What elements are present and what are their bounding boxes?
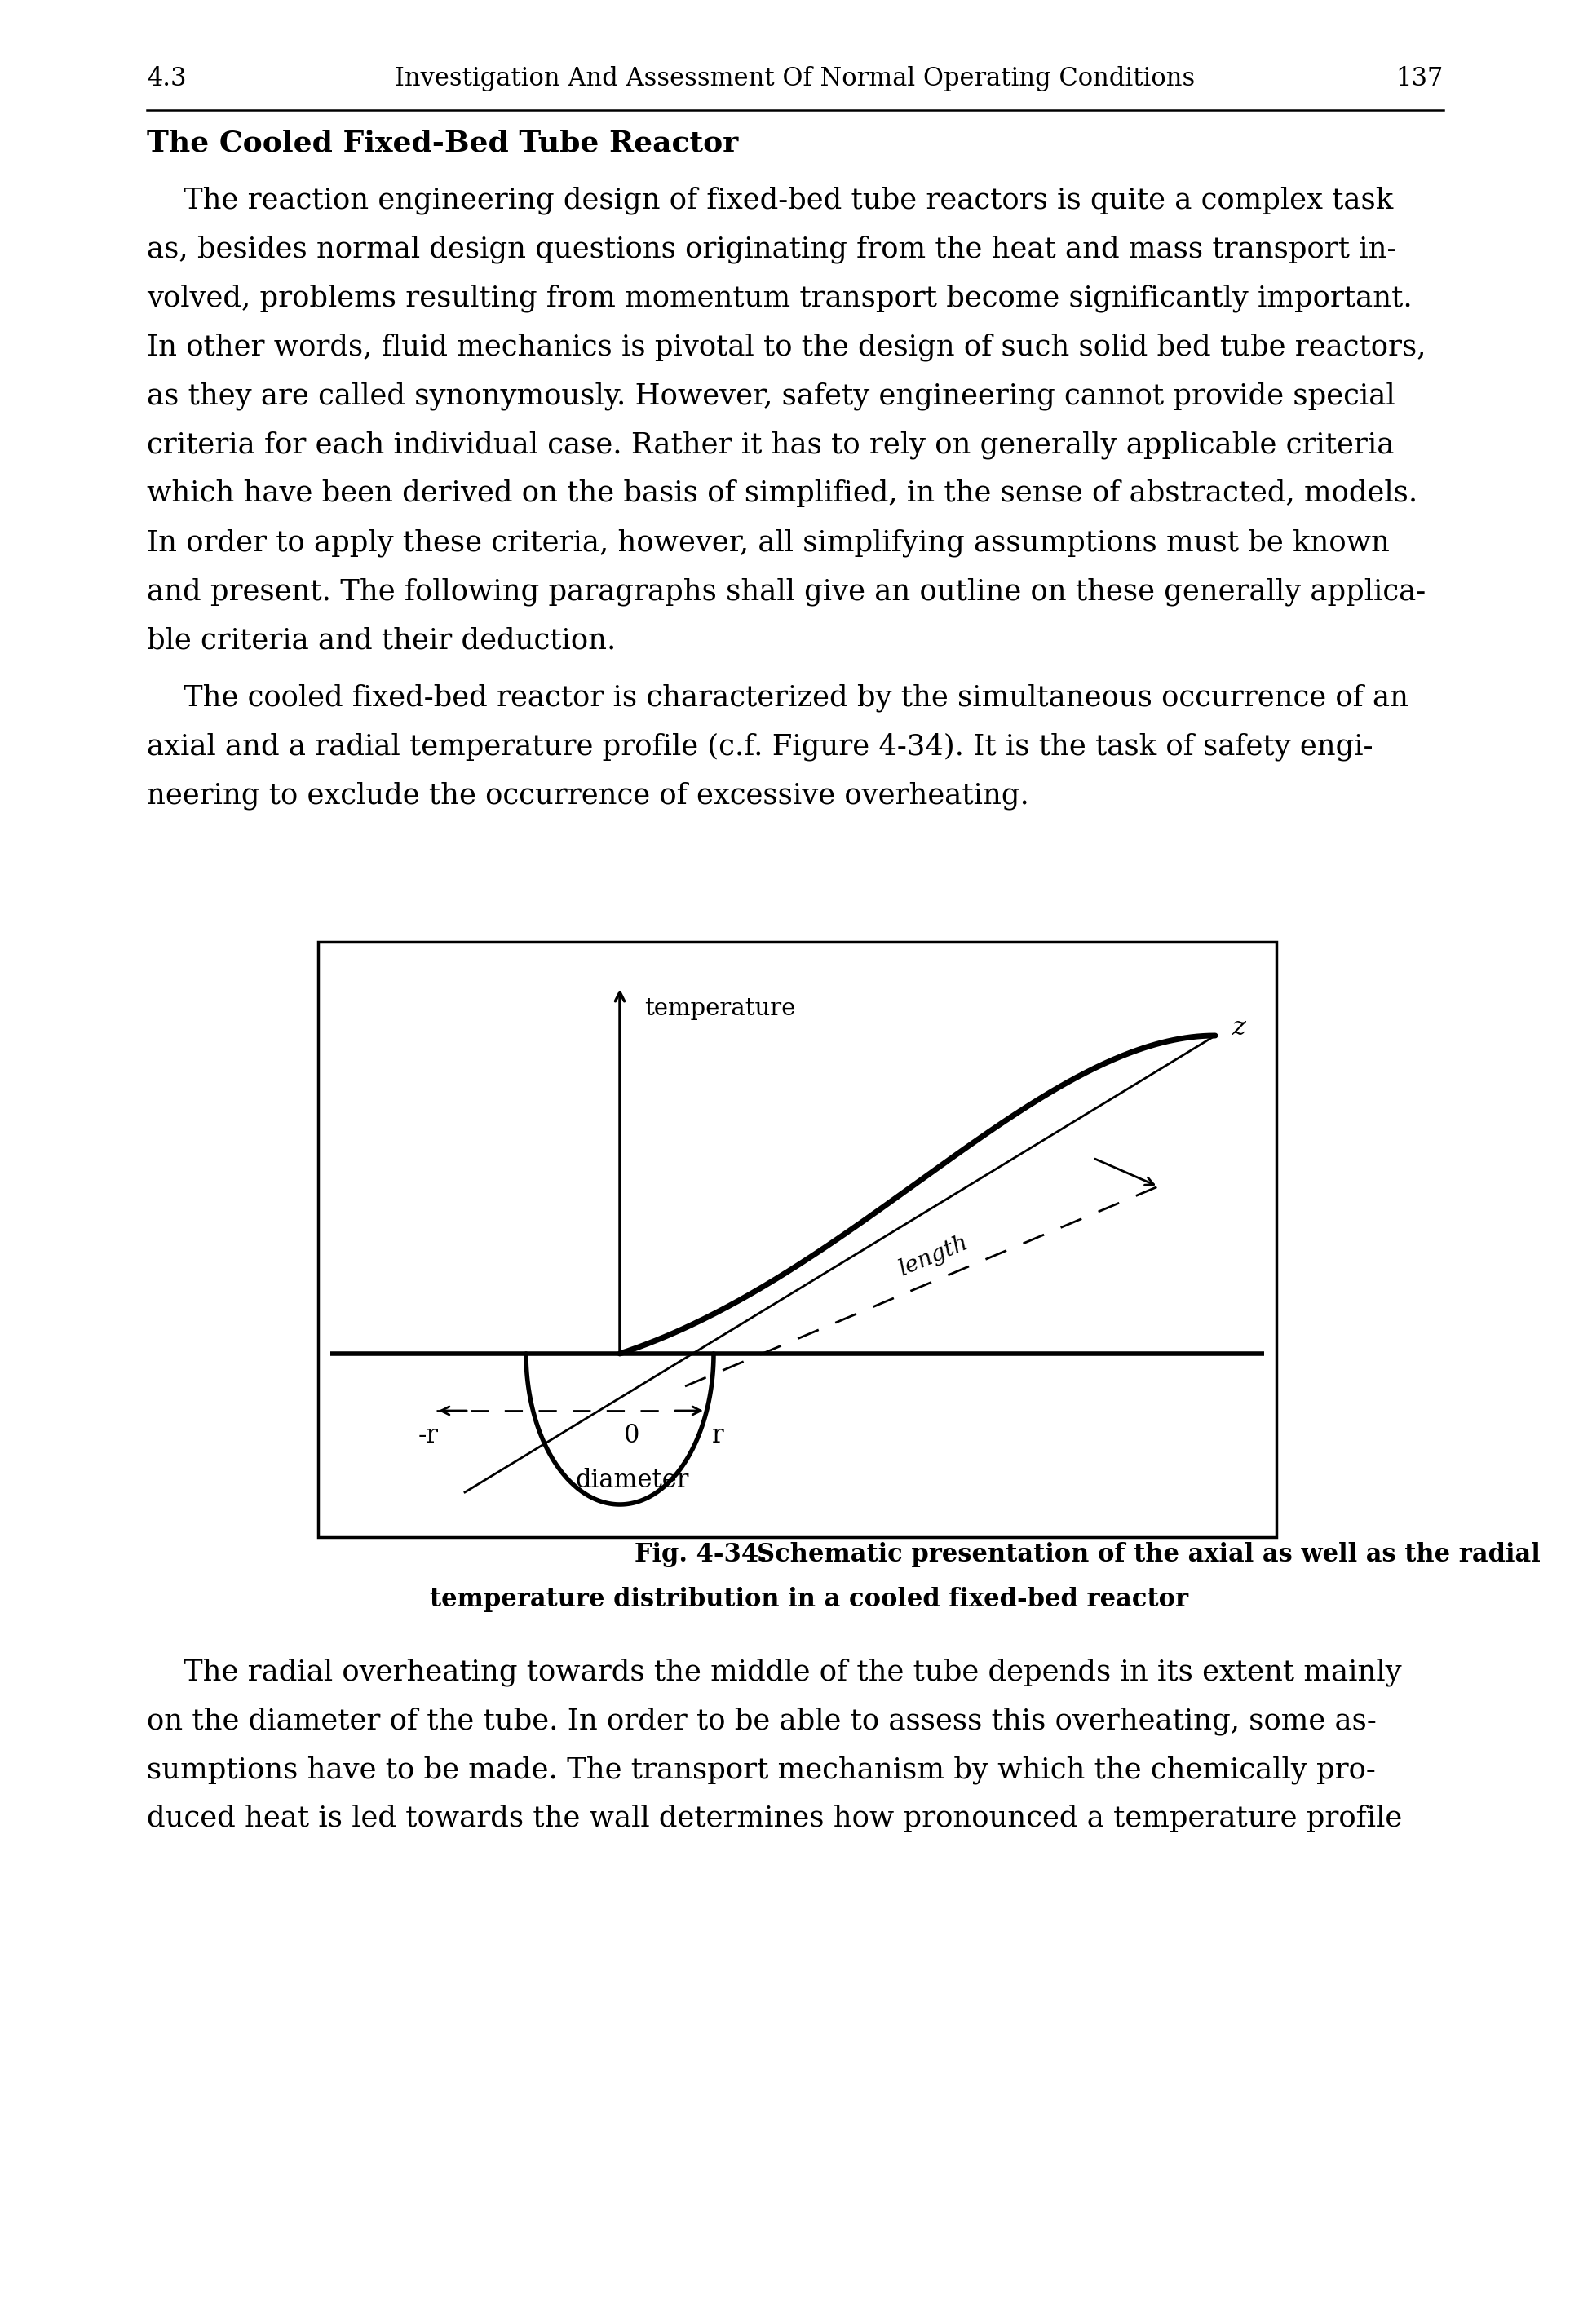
- Text: temperature distribution in a cooled fixed-bed reactor: temperature distribution in a cooled fix…: [430, 1587, 1189, 1613]
- Text: which have been derived on the basis of simplified, in the sense of abstracted, : which have been derived on the basis of …: [146, 479, 1417, 507]
- Text: 0: 0: [624, 1422, 640, 1448]
- Text: sumptions have to be made. The transport mechanism by which the chemically pro-: sumptions have to be made. The transport…: [146, 1755, 1375, 1785]
- Text: volved, problems resulting from momentum transport become significantly importan: volved, problems resulting from momentum…: [146, 284, 1412, 311]
- Text: Schematic presentation of the axial as well as the radial: Schematic presentation of the axial as w…: [756, 1543, 1539, 1566]
- Text: duced heat is led towards the wall determines how pronounced a temperature profi: duced heat is led towards the wall deter…: [146, 1803, 1403, 1831]
- Text: and present. The following paragraphs shall give an outline on these generally a: and present. The following paragraphs sh…: [146, 576, 1426, 607]
- Text: The radial overheating towards the middle of the tube depends in its extent main: The radial overheating towards the middl…: [146, 1657, 1401, 1685]
- Text: length: length: [896, 1232, 971, 1281]
- Text: The Cooled Fixed-Bed Tube Reactor: The Cooled Fixed-Bed Tube Reactor: [146, 128, 739, 156]
- Text: temperature: temperature: [645, 997, 796, 1020]
- Text: Investigation And Assessment Of Normal Operating Conditions: Investigation And Assessment Of Normal O…: [395, 65, 1196, 91]
- Text: axial and a radial temperature profile (c.f. Figure 4-34). It is the task of saf: axial and a radial temperature profile (…: [146, 732, 1372, 760]
- Text: -r: -r: [419, 1422, 438, 1448]
- Text: on the diameter of the tube. In order to be able to assess this overheating, som: on the diameter of the tube. In order to…: [146, 1706, 1377, 1734]
- Text: r: r: [712, 1422, 724, 1448]
- Text: neering to exclude the occurrence of excessive overheating.: neering to exclude the occurrence of exc…: [146, 781, 1028, 809]
- Text: ble criteria and their deduction.: ble criteria and their deduction.: [146, 625, 616, 653]
- Text: 137: 137: [1396, 65, 1444, 91]
- Text: diameter: diameter: [575, 1469, 689, 1492]
- Text: z: z: [1232, 1016, 1245, 1041]
- Text: as they are called synonymously. However, safety engineering cannot provide spec: as they are called synonymously. However…: [146, 381, 1395, 409]
- Text: In order to apply these criteria, however, all simplifying assumptions must be k: In order to apply these criteria, howeve…: [146, 528, 1390, 555]
- Text: The reaction engineering design of fixed-bed tube reactors is quite a complex ta: The reaction engineering design of fixed…: [146, 186, 1393, 214]
- Bar: [318, 941, 1277, 1536]
- Text: 4.3: 4.3: [146, 65, 186, 91]
- Text: Fig. 4-34.: Fig. 4-34.: [634, 1543, 767, 1566]
- Text: criteria for each individual case. Rather it has to rely on generally applicable: criteria for each individual case. Rathe…: [146, 430, 1395, 458]
- Text: as, besides normal design questions originating from the heat and mass transport: as, besides normal design questions orig…: [146, 235, 1396, 263]
- Text: In other words, fluid mechanics is pivotal to the design of such solid bed tube : In other words, fluid mechanics is pivot…: [146, 332, 1426, 360]
- Text: The cooled fixed-bed reactor is characterized by the simultaneous occurrence of : The cooled fixed-bed reactor is characte…: [146, 683, 1409, 711]
